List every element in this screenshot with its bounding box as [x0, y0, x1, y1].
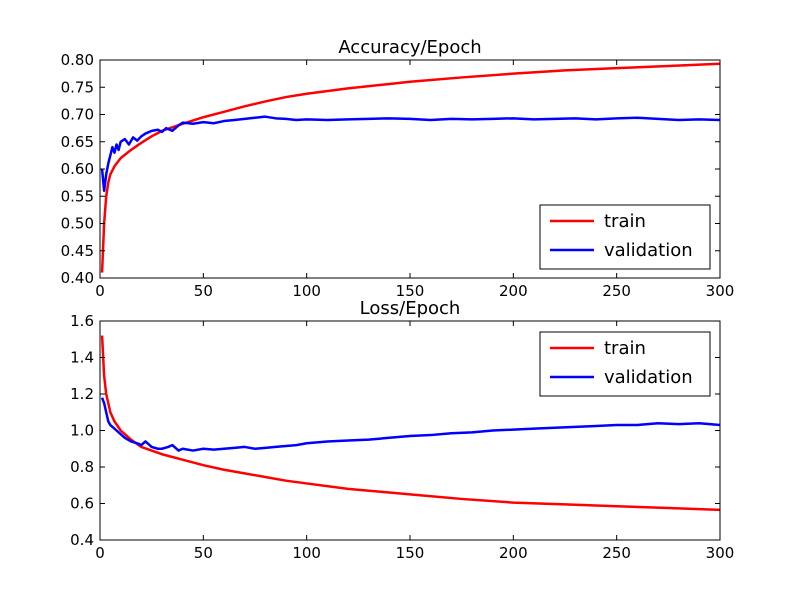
loss-legend: train validation — [539, 331, 711, 397]
accuracy-legend-label-train: train — [604, 211, 646, 232]
accuracy-x-tick-label: 50 — [194, 282, 213, 300]
accuracy-x-tick-label: 150 — [396, 282, 425, 300]
accuracy-legend-box — [539, 204, 711, 270]
accuracy-legend: train validation — [539, 204, 711, 270]
accuracy-y-tick-label: 0.80 — [61, 51, 94, 69]
accuracy-series-train-line — [100, 62, 720, 273]
loss-legend-box — [539, 331, 711, 397]
accuracy-y-tick-label: 0.70 — [61, 106, 94, 124]
accuracy-x-tick-label: 200 — [499, 282, 528, 300]
accuracy-chart: 0 50 100 150 200 250 300 0.40 0.45 0.50 0.55 0.60 0.… — [61, 37, 735, 300]
accuracy-legend-label-validation: validation — [604, 240, 693, 261]
loss-chart: 0 50 100 150 200 250 300 0.4 0.6 0.8 1.0 1.2 1.4 1.6 L… — [70, 298, 734, 562]
accuracy-y-tick-label: 0.45 — [61, 242, 94, 260]
loss-y-tick-label: 1.2 — [70, 385, 94, 403]
loss-x-tick-label: 150 — [396, 544, 425, 562]
accuracy-x-tick-label: 300 — [706, 282, 735, 300]
loss-series-train-line — [100, 335, 720, 512]
loss-y-tick-label: 1.0 — [70, 422, 94, 440]
accuracy-y-tick-label: 0.50 — [61, 215, 94, 233]
loss-x-tick-label: 0 — [95, 544, 105, 562]
loss-y-tick-label: 0.6 — [70, 495, 94, 513]
accuracy-x-tick-label: 100 — [292, 282, 321, 300]
loss-x-tick-label: 50 — [194, 544, 213, 562]
loss-y-tick-label: 0.8 — [70, 458, 94, 476]
loss-y-tick-label: 1.6 — [70, 312, 94, 330]
accuracy-y-tick-label: 0.60 — [61, 160, 94, 178]
loss-y-tick-label: 1.4 — [70, 349, 94, 367]
loss-x-tick-label: 200 — [499, 544, 528, 562]
accuracy-chart-title: Accuracy/Epoch — [338, 37, 481, 58]
loss-legend-label-validation: validation — [604, 367, 693, 388]
accuracy-y-tick-label: 0.40 — [61, 269, 94, 287]
loss-x-tick-label: 100 — [292, 544, 321, 562]
loss-legend-label-train: train — [604, 338, 646, 359]
loss-series-validation-line — [100, 397, 720, 452]
loss-chart-title: Loss/Epoch — [360, 298, 461, 319]
accuracy-y-tick-label: 0.55 — [61, 187, 94, 205]
accuracy-x-tick-label: 250 — [602, 282, 631, 300]
accuracy-y-tick-label: 0.75 — [61, 78, 94, 96]
loss-x-tick-label: 250 — [602, 544, 631, 562]
loss-y-tick-label: 0.4 — [70, 531, 94, 549]
loss-x-tick-label: 300 — [706, 544, 735, 562]
accuracy-y-tick-label: 0.65 — [61, 133, 94, 151]
accuracy-series-validation-line — [100, 115, 720, 193]
accuracy-x-tick-label: 0 — [95, 282, 105, 300]
